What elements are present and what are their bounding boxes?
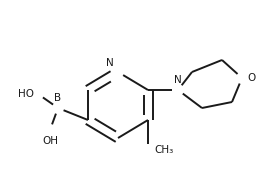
Text: CH₃: CH₃ xyxy=(154,145,173,155)
Text: N: N xyxy=(106,58,114,68)
Text: HO: HO xyxy=(18,89,34,99)
Text: O: O xyxy=(247,73,255,83)
Text: N: N xyxy=(174,75,182,85)
Text: OH: OH xyxy=(42,136,58,146)
Text: B: B xyxy=(54,93,62,103)
